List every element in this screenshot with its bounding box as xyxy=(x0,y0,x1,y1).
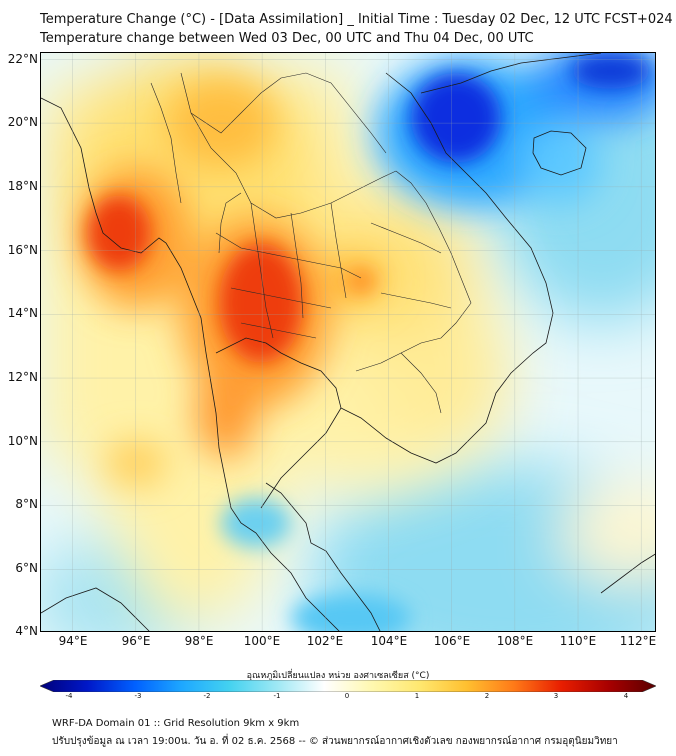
field-darkblue-northeast xyxy=(571,53,651,89)
graticule xyxy=(41,53,655,631)
colorbar-tick-neg2: -2 xyxy=(203,692,211,700)
field-red-center xyxy=(219,243,303,363)
lon-tick-100: 100°E xyxy=(243,634,281,648)
field-red-northeast xyxy=(347,269,375,293)
colorbar-strip xyxy=(40,680,656,692)
lat-tick-14: 14°N xyxy=(7,306,38,320)
temperature-field xyxy=(41,53,655,631)
lon-tick-104: 104°E xyxy=(370,634,408,648)
lon-tick-110: 110°E xyxy=(559,634,597,648)
border-thai-province-3 xyxy=(240,322,317,339)
footer-credit: ปรับปรุงข้อมูล ณ เวลา 19:00น. วัน อ. ที่… xyxy=(52,736,618,747)
coast-sumatra xyxy=(41,587,150,631)
field-cool-south xyxy=(311,463,655,631)
lon-tick-106: 106°E xyxy=(433,634,471,648)
coast-hainan xyxy=(532,130,587,176)
colorbar-tick-neg3: -3 xyxy=(134,692,142,700)
lon-tick-102: 102°E xyxy=(306,634,344,648)
coast-south-china xyxy=(420,53,602,94)
coastlines xyxy=(41,53,655,631)
colorbar-tick-2: 2 xyxy=(484,692,490,700)
lat-tick-20: 20°N xyxy=(7,115,38,129)
field-blue-hainan xyxy=(521,123,601,203)
coast-malaya-east xyxy=(265,482,381,631)
field-warm-cambodia xyxy=(371,323,511,443)
colorbar-title: อุณหภูมิเปลี่ยนแปลง หน่วย องศาเซลเซียส (… xyxy=(246,671,430,681)
border-thai-province-5 xyxy=(290,212,304,319)
map-subtitle: Temperature change between Wed 03 Dec, 0… xyxy=(40,31,534,46)
temperature-change-map xyxy=(41,53,655,631)
border-thai-province-6 xyxy=(330,202,347,299)
colorbar-tick-3: 3 xyxy=(553,692,559,700)
lat-tick-18: 18°N xyxy=(7,179,38,193)
lat-tick-6: 6°N xyxy=(15,561,38,575)
lon-tick-108: 108°E xyxy=(496,634,534,648)
lat-tick-12: 12°N xyxy=(7,370,38,384)
border-thai-province-2 xyxy=(230,287,332,309)
field-darkblue-tonkin xyxy=(411,73,501,163)
colorbar-tick-4: 4 xyxy=(623,692,629,700)
colorbar xyxy=(40,680,656,692)
field-neutral-east xyxy=(561,483,655,583)
map-title: Temperature Change (°C) - [Data Assimila… xyxy=(40,12,673,27)
lat-tick-10: 10°N xyxy=(7,434,38,448)
lat-tick-16: 16°N xyxy=(7,243,38,257)
border-laos-province xyxy=(370,222,442,254)
field-orange-south xyxy=(196,368,256,458)
coast-gulf-thailand xyxy=(215,337,342,509)
field-cyan-peninsula xyxy=(221,498,291,548)
lat-tick-22: 22°N xyxy=(7,52,38,66)
border-myanmar-thailand-laos xyxy=(180,72,397,219)
lat-tick-4: 4°N xyxy=(15,624,38,638)
colorbar-tick-1: 1 xyxy=(414,692,420,700)
border-myanmar-west xyxy=(218,192,242,254)
lon-tick-112: 112°E xyxy=(619,634,657,648)
colorbar-tick-neg4: -4 xyxy=(65,692,73,700)
colorbar-tick-neg1: -1 xyxy=(273,692,281,700)
border-cambodia-vietnam xyxy=(400,352,442,414)
colorbar-tick-0: 0 xyxy=(344,692,350,700)
border-myanmar-states xyxy=(150,82,182,204)
map-panel xyxy=(40,52,656,632)
footer-model-info: WRF-DA Domain 01 :: Grid Resolution 9km … xyxy=(52,718,300,729)
lat-tick-8: 8°N xyxy=(15,497,38,511)
borders xyxy=(150,72,472,414)
field-red-myanmar xyxy=(87,195,151,271)
lon-tick-96: 96°E xyxy=(121,634,151,648)
coast-myanmar-peninsula xyxy=(41,97,340,631)
border-cambodia-north xyxy=(380,292,452,309)
lon-tick-94: 94°E xyxy=(58,634,88,648)
lon-tick-98: 98°E xyxy=(184,634,214,648)
coast-borneo xyxy=(600,553,655,594)
border-thai-province-4 xyxy=(250,202,274,339)
field-cyan-south xyxy=(291,593,411,631)
coast-indochina xyxy=(340,72,554,464)
